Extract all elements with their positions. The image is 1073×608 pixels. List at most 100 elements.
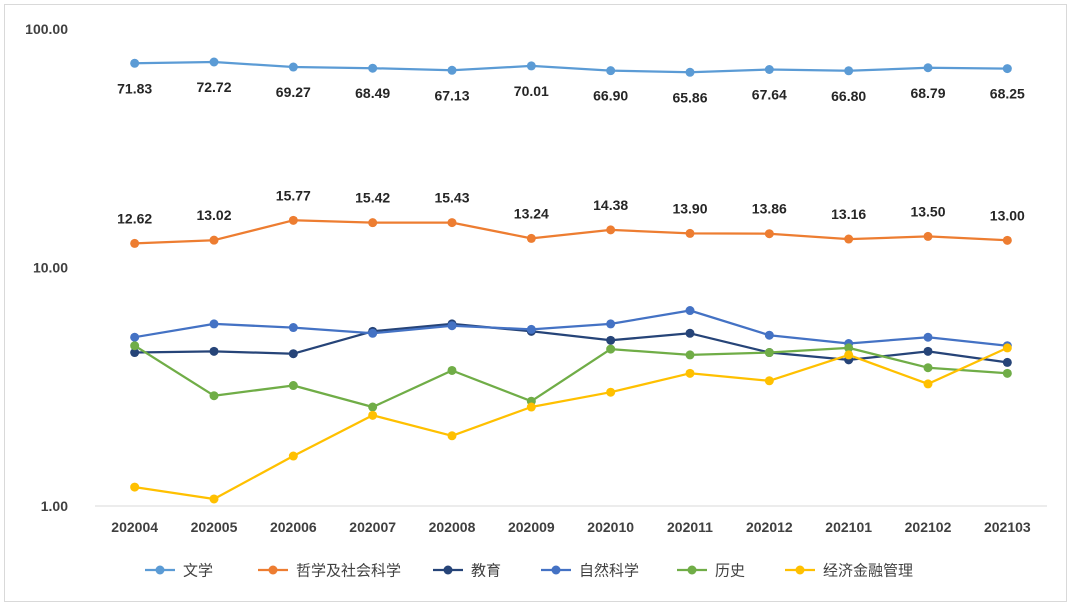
data-point	[923, 379, 933, 389]
x-tick-label: 202102	[905, 519, 952, 535]
data-point	[368, 218, 378, 228]
y-axis-ticks: 1.00 10.00 100.00	[25, 21, 68, 514]
x-tick-label: 202103	[984, 519, 1031, 535]
data-point	[685, 67, 695, 77]
data-label: 71.83	[117, 80, 152, 96]
legend: 文学 哲学及社会科学 教育 自然科学 历史 经济金融管理	[145, 562, 913, 580]
data-point	[368, 328, 378, 338]
data-point	[130, 58, 140, 68]
data-point	[130, 341, 140, 351]
x-tick-label: 202006	[270, 519, 317, 535]
data-label: 69.27	[276, 84, 311, 100]
data-label: 14.38	[593, 197, 628, 213]
data-label: 15.77	[276, 187, 311, 203]
data-point	[1002, 368, 1012, 378]
series-line	[134, 219, 1008, 245]
data-label: 15.42	[355, 190, 390, 206]
data-point	[606, 225, 616, 235]
data-point	[288, 349, 298, 359]
data-point	[606, 66, 616, 76]
data-point	[764, 330, 774, 340]
data-point	[209, 235, 219, 245]
data-point	[923, 332, 933, 342]
series-line	[134, 322, 1008, 364]
x-tick-label: 202009	[508, 519, 555, 535]
data-point	[209, 57, 219, 67]
series-lines	[130, 57, 1012, 504]
data-label: 68.49	[355, 85, 390, 101]
series-line	[134, 346, 1008, 501]
x-axis-ticks: 202004 202005 202006 202007 202008 202009 2020…	[111, 519, 1031, 535]
data-label: 72.72	[196, 79, 231, 95]
data-point	[130, 238, 140, 248]
data-point	[606, 335, 616, 345]
data-point	[209, 391, 219, 401]
data-label: 13.24	[514, 205, 549, 221]
data-point	[209, 494, 219, 504]
legend-label: 自然科学	[579, 562, 639, 580]
y-tick-label: 100.00	[25, 21, 68, 37]
legend-label: 哲学及社会科学	[296, 562, 401, 580]
data-point	[447, 431, 457, 441]
legend-label: 经济金融管理	[823, 562, 913, 580]
data-point	[447, 321, 457, 331]
data-point	[1002, 235, 1012, 245]
data-point	[447, 218, 457, 228]
x-tick-label: 202101	[825, 519, 872, 535]
chart-frame	[4, 4, 1067, 602]
data-point	[685, 328, 695, 338]
legend-marker	[795, 565, 805, 575]
data-point	[526, 402, 536, 412]
x-tick-label: 202007	[349, 519, 396, 535]
series-line	[134, 309, 1008, 347]
legend-marker	[687, 565, 697, 575]
data-point	[606, 319, 616, 329]
data-point	[1002, 357, 1012, 367]
data-point	[368, 63, 378, 73]
data-point	[368, 410, 378, 420]
legend-marker	[443, 565, 453, 575]
data-point	[526, 61, 536, 71]
y-tick-label: 10.00	[33, 260, 68, 276]
data-point	[288, 381, 298, 391]
data-label: 15.43	[434, 190, 469, 206]
data-point	[764, 376, 774, 386]
data-point	[1002, 343, 1012, 353]
data-label: 13.50	[910, 203, 945, 219]
x-tick-label: 202004	[111, 519, 158, 535]
legend-marker	[268, 565, 278, 575]
legend-marker	[551, 565, 561, 575]
data-point	[368, 402, 378, 412]
data-label: 13.16	[831, 206, 866, 222]
data-point	[288, 451, 298, 461]
data-label: 68.79	[910, 85, 945, 101]
data-point	[764, 348, 774, 358]
data-label: 13.86	[752, 201, 787, 217]
data-point	[844, 350, 854, 360]
data-label: 13.02	[196, 207, 231, 223]
data-point	[844, 66, 854, 76]
data-label: 70.01	[514, 83, 549, 99]
data-point	[923, 231, 933, 241]
legend-marker	[155, 565, 165, 575]
data-point	[288, 215, 298, 225]
legend-label: 历史	[715, 562, 745, 580]
data-point	[526, 324, 536, 334]
y-tick-label: 1.00	[41, 498, 68, 514]
x-tick-label: 202011	[667, 519, 713, 535]
data-point	[526, 233, 536, 243]
data-label: 13.90	[672, 200, 707, 216]
data-label: 67.13	[434, 87, 469, 103]
data-point	[288, 323, 298, 333]
data-point	[844, 234, 854, 244]
data-label: 66.90	[593, 88, 628, 104]
data-point	[844, 343, 854, 353]
data-point	[764, 229, 774, 239]
data-point	[606, 387, 616, 397]
legend-label: 文学	[183, 562, 213, 580]
legend-label: 教育	[471, 562, 501, 580]
data-point	[606, 344, 616, 354]
data-point	[685, 350, 695, 360]
x-tick-label: 202008	[429, 519, 476, 535]
data-point	[685, 368, 695, 378]
